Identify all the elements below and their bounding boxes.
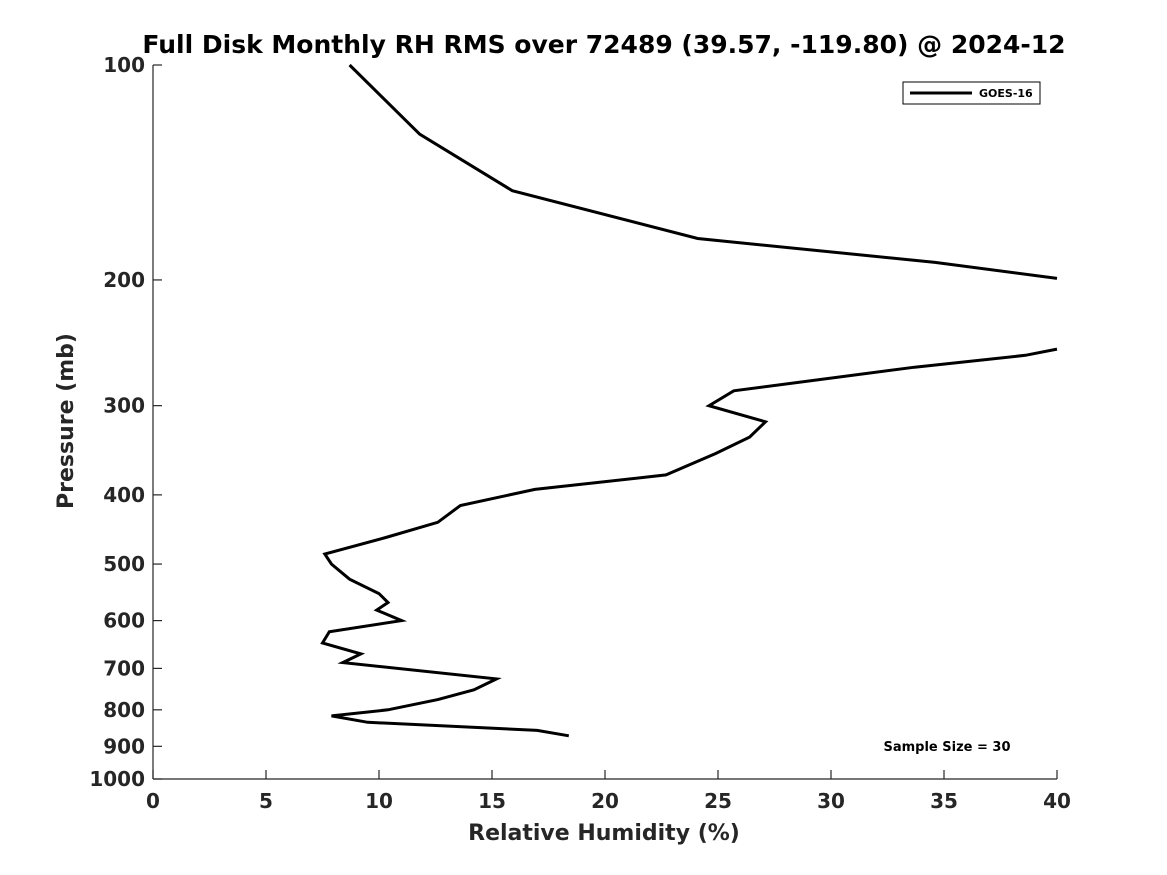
x-tick-label: 25 <box>704 789 732 813</box>
axes: 0 5 10 15 20 25 30 35 40 100 200 300 400 500 600 700 800… <box>89 53 1071 813</box>
x-tick-label: 10 <box>365 789 393 813</box>
legend-label: GOES-16 <box>979 87 1033 100</box>
x-tick-label: 5 <box>259 789 273 813</box>
y-tick-label: 100 <box>103 53 145 77</box>
x-tick-label: 20 <box>591 789 619 813</box>
x-axis-label: Relative Humidity (%) <box>468 821 740 846</box>
y-tick-label: 600 <box>103 609 145 633</box>
series-line <box>320 347 1058 738</box>
y-tick-label: 700 <box>103 656 145 680</box>
x-tick-label: 40 <box>1043 789 1071 813</box>
y-tick-label: 800 <box>103 698 145 722</box>
legend: GOES-16 <box>902 81 1041 105</box>
x-tick-label: 15 <box>478 789 506 813</box>
y-tick-label: 900 <box>103 734 145 758</box>
y-tick-label: 300 <box>103 394 145 418</box>
x-tick-label: 30 <box>817 789 845 813</box>
y-axis-label: Pressure (mb) <box>54 333 79 509</box>
y-tick-label: 400 <box>103 483 145 507</box>
series-line <box>348 63 1058 280</box>
y-tick-label: 500 <box>103 552 145 576</box>
chart-title: Full Disk Monthly RH RMS over 72489 (39.… <box>142 30 1065 59</box>
sample-size-annotation: Sample Size = 30 <box>883 740 1010 755</box>
x-tick-label: 0 <box>146 789 160 813</box>
plot-lines <box>320 63 1058 738</box>
y-tick-label: 1000 <box>89 767 145 791</box>
y-tick-label: 200 <box>103 268 145 292</box>
x-tick-label: 35 <box>930 789 958 813</box>
